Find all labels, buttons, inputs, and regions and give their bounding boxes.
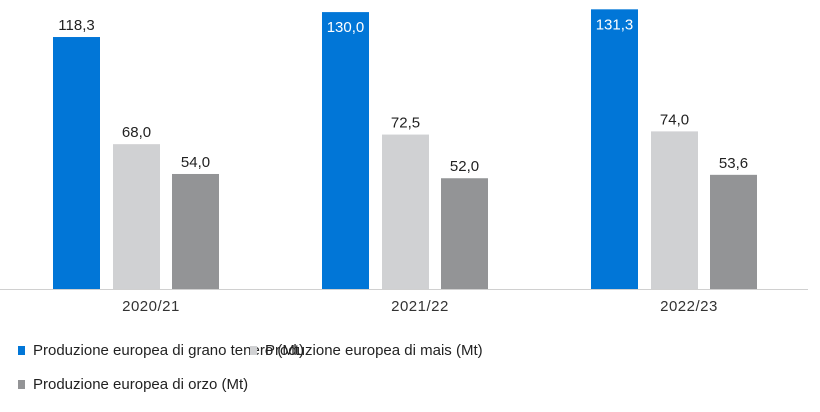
data-label: 52,0 [450,158,479,175]
legend-label: Produzione europea di mais (Mt) [265,342,483,359]
bar-3-2020-21 [172,173,219,289]
legend-label: Produzione europea di orzo (Mt) [33,376,248,393]
bar-1-2020-21 [53,37,100,290]
legend-swatch [18,380,25,389]
bar-2-2021-22 [382,134,429,289]
bar-2-2020-21 [113,144,160,289]
legend-swatch [18,346,25,355]
data-label: 53,6 [719,155,748,172]
legend-label: Produzione europea di grano tenero (Mt) [33,342,304,359]
data-label: 118,3 [58,17,94,34]
data-label: 72,5 [391,115,420,132]
data-label: 68,0 [122,124,151,141]
x-tick-label: 2022/23 [660,298,718,315]
bar-3-2022-23 [710,174,757,289]
data-label: 74,0 [660,111,689,128]
legend-swatch [250,346,257,355]
data-label: 54,0 [181,154,210,171]
bar-1-2021-22 [322,12,369,289]
data-label: 131,3 [596,16,634,33]
data-label: 130,0 [327,19,365,36]
bar-2-2022-23 [651,131,698,289]
bar-1-2022-23 [591,9,638,290]
x-tick-label: 2020/21 [122,298,180,315]
x-tick-label: 2021/22 [391,298,449,315]
bar-3-2021-22 [441,178,488,289]
